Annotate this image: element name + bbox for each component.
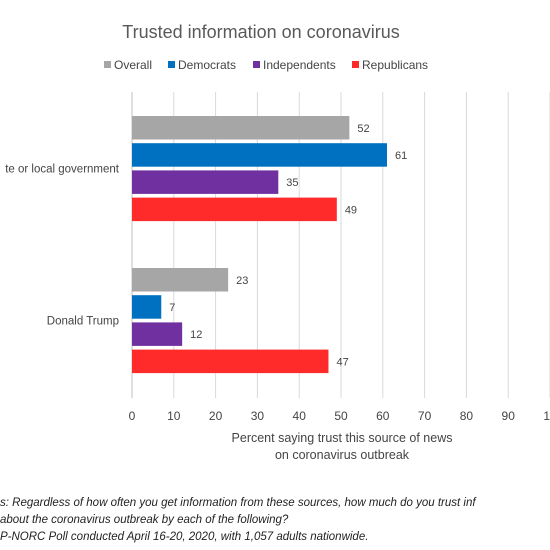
category-labels: te or local government Donald Trump — [5, 164, 120, 328]
x-axis-title-line2: on coronavirus outbreak — [275, 448, 410, 462]
legend-swatch-overall — [104, 61, 111, 68]
legend-label-republicans: Republicans — [362, 58, 428, 72]
bar-value-label: 52 — [357, 123, 369, 135]
bar-independents — [132, 170, 279, 194]
x-axis-title-line1: Percent saying trust this source of news — [232, 431, 453, 445]
x-tick-label: 70 — [418, 409, 432, 423]
bar-overall — [132, 268, 229, 292]
chart-title: Trusted information on coronavirus — [122, 22, 399, 42]
x-tick-label: 10 — [167, 409, 181, 423]
value-labels: 52 61 35 49 23 7 12 47 — [169, 123, 407, 369]
bar-republicans — [132, 197, 337, 222]
question-line-2: about the coronavirus outbreak by each o… — [0, 514, 289, 526]
x-tick-label: 20 — [209, 409, 223, 423]
x-tick-label: 30 — [251, 409, 265, 423]
bar-republicans — [132, 349, 329, 374]
x-tick-label: 90 — [502, 409, 516, 423]
legend-label-independents: Independents — [263, 58, 336, 72]
category-label: Donald Trump — [47, 316, 119, 328]
bar-value-label: 47 — [336, 356, 348, 368]
bar-democrats — [132, 295, 162, 319]
bar-value-label: 23 — [236, 275, 248, 287]
bar-overall — [132, 116, 350, 140]
chart: Trusted information on coronavirus Overa… — [5, 22, 550, 462]
x-tick-label: 80 — [460, 409, 474, 423]
legend-swatch-independents — [253, 61, 260, 68]
gridlines — [131, 92, 550, 398]
bar-value-label: 61 — [395, 150, 407, 162]
bar-value-label: 49 — [345, 204, 357, 216]
bars — [132, 116, 387, 374]
source-line: P-NORC Poll conducted April 16-20, 2020,… — [0, 531, 369, 543]
bar-independents — [132, 322, 183, 346]
legend-label-overall: Overall — [114, 58, 152, 72]
x-tick-label: 0 — [129, 409, 136, 423]
chart-notes: s: Regardless of how often you get infor… — [0, 495, 550, 546]
legend-label-democrats: Democrats — [178, 58, 236, 72]
x-tick-label: 60 — [376, 409, 390, 423]
legend: Overall Democrats Independents Republicans — [104, 58, 428, 72]
legend-swatch-democrats — [168, 61, 175, 68]
x-tick-labels: 0 10 20 30 40 50 60 70 80 90 10 — [129, 409, 550, 423]
legend-swatch-republicans — [352, 61, 359, 68]
bar-value-label: 12 — [190, 329, 202, 341]
x-tick-label: 10 — [543, 409, 550, 423]
bar-value-label: 35 — [286, 177, 298, 189]
category-label: te or local government — [5, 164, 120, 176]
bar-value-label: 7 — [169, 302, 175, 314]
bar-democrats — [132, 143, 387, 167]
x-tick-label: 40 — [293, 409, 307, 423]
x-tick-label: 50 — [334, 409, 348, 423]
question-line-1: s: Regardless of how often you get infor… — [0, 497, 476, 509]
